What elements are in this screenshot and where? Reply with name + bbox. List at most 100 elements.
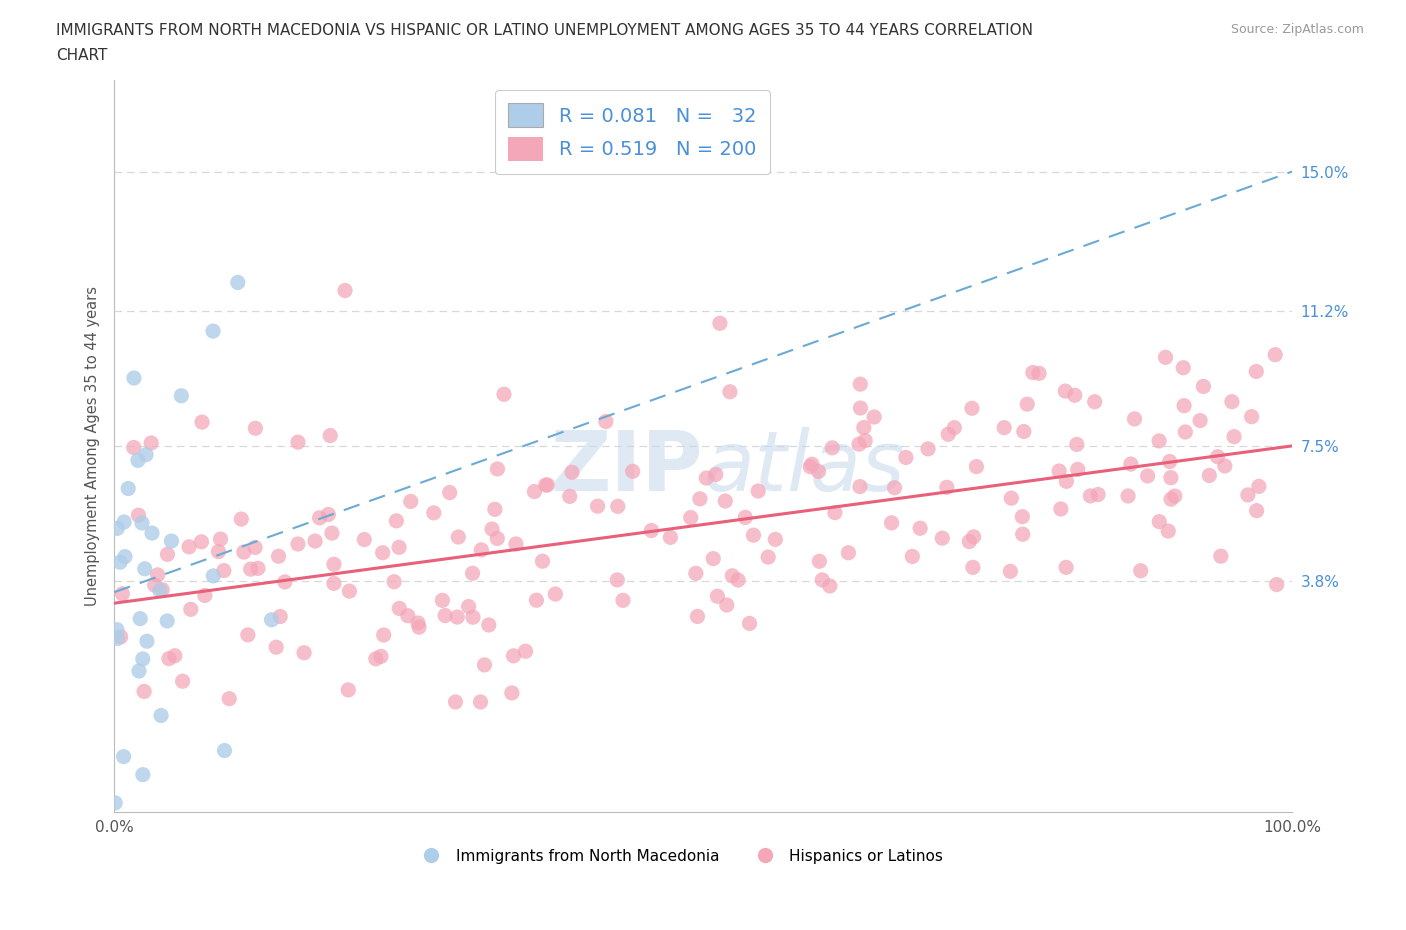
Point: [606, 573, 628, 588]
Point: [1246, 364, 1268, 379]
Point: [1198, 468, 1220, 483]
Point: [308, 511, 330, 525]
Point: [146, 567, 169, 582]
Point: [322, 576, 344, 591]
Point: [640, 523, 662, 538]
Point: [232, 545, 254, 560]
Text: CHART: CHART: [56, 48, 108, 63]
Point: [943, 420, 966, 435]
Point: [408, 619, 430, 634]
Point: [481, 522, 503, 537]
Point: [202, 568, 225, 583]
Point: [134, 684, 156, 698]
Point: [292, 645, 315, 660]
Point: [114, 550, 136, 565]
Point: [132, 652, 155, 667]
Point: [1154, 350, 1177, 365]
Point: [218, 691, 240, 706]
Point: [157, 651, 180, 666]
Point: [492, 387, 515, 402]
Point: [709, 316, 731, 331]
Point: [239, 562, 262, 577]
Point: [370, 649, 392, 664]
Point: [1116, 488, 1139, 503]
Point: [824, 505, 846, 520]
Point: [117, 481, 139, 496]
Point: [170, 389, 193, 404]
Point: [432, 593, 454, 608]
Point: [1213, 458, 1236, 473]
Text: ZIP: ZIP: [551, 428, 703, 509]
Point: [470, 542, 492, 557]
Point: [702, 551, 724, 566]
Point: [849, 401, 872, 416]
Point: [1067, 462, 1090, 477]
Point: [166, 829, 188, 844]
Point: [1189, 413, 1212, 428]
Point: [444, 695, 467, 710]
Point: [353, 532, 375, 547]
Point: [1050, 501, 1073, 516]
Point: [373, 628, 395, 643]
Point: [1066, 437, 1088, 452]
Point: [526, 592, 548, 607]
Point: [267, 549, 290, 564]
Point: [202, 324, 225, 339]
Point: [382, 575, 405, 590]
Point: [908, 521, 931, 536]
Point: [304, 534, 326, 549]
Point: [695, 471, 717, 485]
Point: [1000, 564, 1022, 578]
Point: [965, 459, 987, 474]
Point: [364, 651, 387, 666]
Point: [962, 529, 984, 544]
Point: [502, 648, 524, 663]
Point: [207, 544, 229, 559]
Point: [586, 498, 609, 513]
Point: [141, 435, 163, 450]
Point: [714, 494, 737, 509]
Text: atlas: atlas: [703, 428, 905, 509]
Point: [936, 427, 959, 442]
Point: [385, 513, 408, 528]
Text: Source: ZipAtlas.com: Source: ZipAtlas.com: [1230, 23, 1364, 36]
Point: [1240, 409, 1263, 424]
Point: [1012, 424, 1035, 439]
Point: [269, 609, 291, 624]
Point: [515, 644, 537, 658]
Point: [214, 743, 236, 758]
Point: [434, 608, 457, 623]
Point: [837, 545, 859, 560]
Point: [544, 587, 567, 602]
Point: [447, 529, 470, 544]
Point: [704, 467, 727, 482]
Point: [399, 494, 422, 509]
Y-axis label: Unemployment Among Ages 35 to 44 years: Unemployment Among Ages 35 to 44 years: [86, 286, 100, 605]
Point: [243, 540, 266, 555]
Point: [808, 554, 831, 569]
Point: [1265, 578, 1288, 592]
Point: [561, 465, 583, 480]
Point: [136, 634, 159, 649]
Point: [1063, 388, 1085, 403]
Point: [536, 477, 558, 492]
Point: [439, 485, 461, 500]
Point: [287, 434, 309, 449]
Point: [172, 673, 194, 688]
Point: [1047, 463, 1070, 478]
Point: [1173, 360, 1195, 375]
Point: [128, 663, 150, 678]
Point: [738, 616, 761, 631]
Point: [231, 512, 253, 526]
Point: [287, 537, 309, 551]
Point: [337, 683, 360, 698]
Point: [318, 507, 340, 522]
Point: [236, 628, 259, 643]
Point: [478, 618, 501, 632]
Point: [679, 511, 702, 525]
Point: [264, 640, 287, 655]
Point: [461, 610, 484, 625]
Point: [1080, 488, 1102, 503]
Point: [191, 415, 214, 430]
Legend: Immigrants from North Macedonia, Hispanics or Latinos: Immigrants from North Macedonia, Hispani…: [409, 843, 949, 870]
